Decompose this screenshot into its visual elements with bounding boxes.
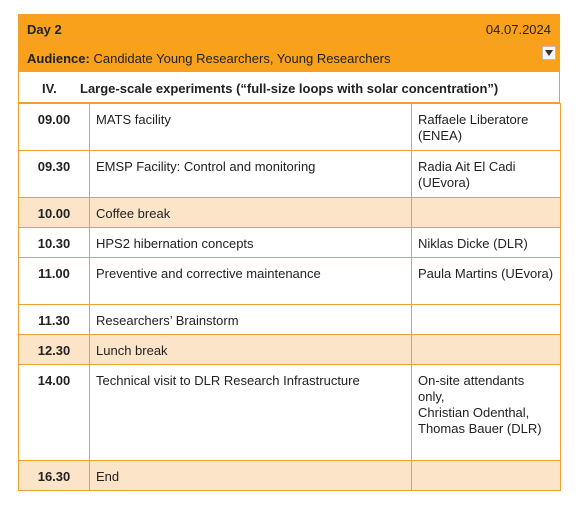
speaker: Raffaele Liberatore (ENEA): [411, 103, 561, 151]
schedule-row: 14.00 Technical visit to DLR Research Inf…: [18, 364, 561, 461]
activity: Researchers’ Brainstorm: [89, 304, 412, 335]
day-header: Day 2 04.07.2024: [18, 14, 560, 42]
time: 11.00: [18, 257, 90, 305]
activity: MATS facility: [89, 103, 412, 151]
speaker-empty: [411, 197, 561, 228]
activity: Preventive and corrective maintenance: [89, 257, 412, 305]
speaker: Niklas Dicke (DLR): [411, 227, 561, 258]
time: 16.30: [18, 460, 90, 491]
speaker-empty: [411, 334, 561, 365]
time: 12.30: [18, 334, 90, 365]
schedule-row: 10.30 HPS2 hibernation concepts Niklas Dic…: [18, 227, 561, 258]
speaker-empty: [411, 304, 561, 335]
activity: Coffee break: [89, 197, 412, 228]
day: Day 2: [27, 22, 62, 37]
schedule-body: 09.00 MATS facility Raffaele Liberatore (E…: [18, 103, 561, 491]
schedule-row: 16.30 End: [18, 460, 561, 491]
speaker-empty: [411, 460, 561, 491]
speaker: Paula Martins (UEvora): [411, 257, 561, 305]
activity: Technical visit to DLR Research Infrastr…: [89, 364, 412, 461]
activity: HPS2 hibernation concepts: [89, 227, 412, 258]
section-number: IV.: [42, 81, 57, 96]
section-title: Large-scale experiments (“full-size loop…: [80, 81, 499, 96]
speaker: Radia Ait El Cadi (UEvora): [411, 150, 561, 198]
dropdown[interactable]: [542, 46, 556, 60]
schedule-row: 11.30 Researchers’ Brainstorm: [18, 304, 561, 335]
audience-label: Audience:: [27, 51, 90, 66]
speaker: On-site attendants only, Christian Odent…: [411, 364, 561, 461]
schedule-row: 10.00 Coffee break: [18, 197, 561, 228]
audience-value: Candidate Young Researchers, Young Resea…: [93, 51, 391, 66]
agenda: Day 2 04.07.2024 Audience: Candidate You…: [18, 14, 561, 491]
audience: Audience: Candidate Young Researchers, Y…: [27, 51, 391, 66]
date: 04.07.2024: [485, 22, 551, 37]
schedule-row: 11.00 Preventive and corrective maintenan…: [18, 257, 561, 305]
schedule-row: 12.30 Lunch break: [18, 334, 561, 365]
section-row: IV. Large-scale experiments (“full-size …: [18, 72, 560, 103]
time: 10.30: [18, 227, 90, 258]
time: 14.00: [18, 364, 90, 461]
activity: EMSP Facility: Control and monitoring: [89, 150, 412, 198]
time: 10.00: [18, 197, 90, 228]
schedule-row: 09.30 EMSP Facility: Control and monitori…: [18, 150, 561, 198]
schedule: 09.00 MATS facility Raffaele Liberatore (E…: [18, 103, 561, 491]
dropdown-arrow: [545, 50, 553, 56]
activity: Lunch break: [89, 334, 412, 365]
time: 09.00: [18, 103, 90, 151]
schedule-row: 09.00 MATS facility Raffaele Liberatore (E…: [18, 103, 561, 151]
activity: End: [89, 460, 412, 491]
audience-row: Audience: Candidate Young Researchers, Y…: [18, 42, 560, 72]
time: 11.30: [18, 304, 90, 335]
time: 09.30: [18, 150, 90, 198]
